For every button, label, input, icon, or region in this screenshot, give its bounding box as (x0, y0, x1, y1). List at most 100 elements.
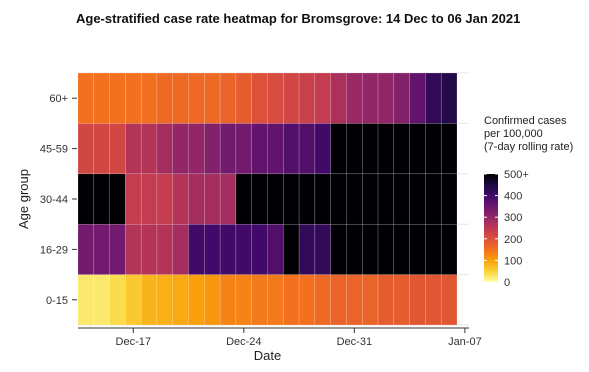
heatmap-cell (219, 72, 237, 124)
heatmap-cell (267, 274, 284, 326)
heatmap-cell (393, 123, 410, 175)
heatmap-cell (283, 274, 300, 326)
heatmap-cell (283, 72, 300, 124)
chart-title: Age-stratified case rate heatmap for Bro… (76, 11, 521, 26)
heatmap-cell (93, 123, 110, 175)
heatmap-cell (409, 274, 426, 326)
heatmap-cell (251, 173, 268, 225)
heatmap-cell (346, 173, 363, 225)
heatmap-cell (251, 223, 268, 275)
heatmap-cell (346, 274, 363, 326)
heatmap-cell (235, 173, 252, 225)
heatmap-cell (425, 274, 442, 326)
heatmap-cell (125, 223, 142, 275)
heatmap-cell (219, 223, 237, 275)
heatmap-cell (409, 123, 426, 175)
heatmap-cell (440, 173, 458, 225)
heatmap-cell (172, 223, 189, 275)
heatmap-cell (204, 173, 221, 225)
heatmap-cell (314, 173, 331, 225)
heatmap-cell (283, 123, 300, 175)
heatmap-cell (77, 223, 95, 275)
legend-tick-label: 300 (504, 212, 522, 224)
heatmap-cell (362, 123, 379, 175)
heatmap-cell (267, 123, 284, 175)
y-tick-label: 30-44 (40, 194, 68, 206)
y-tick-label: 0-15 (46, 295, 68, 307)
heatmap-cell (188, 223, 205, 275)
heatmap-cell (298, 223, 316, 275)
heatmap-cell (440, 123, 458, 175)
legend-title-line: Confirmed cases (484, 115, 567, 127)
heatmap-cell (377, 173, 395, 225)
heatmap-cell (330, 72, 347, 124)
heatmap-cell (172, 274, 189, 326)
heatmap-cell (156, 72, 174, 124)
heatmap-cell (156, 274, 174, 326)
heatmap-cell (425, 173, 442, 225)
heatmap-cell (440, 274, 458, 326)
heatmap-cell (109, 123, 126, 175)
heatmap-cell (156, 173, 174, 225)
heatmap-cell (298, 72, 316, 124)
heatmap-cell (330, 274, 347, 326)
heatmap-cell (188, 72, 205, 124)
heatmap-cell (204, 72, 221, 124)
heatmap-cell (204, 274, 221, 326)
heatmap-cell (125, 123, 142, 175)
heatmap-cell (362, 72, 379, 124)
heatmap-cell (219, 173, 237, 225)
heatmap-cell (172, 173, 189, 225)
legend-tick-label: 0 (504, 277, 510, 289)
heatmap-cell (314, 274, 331, 326)
heatmap-cell (393, 173, 410, 225)
heatmap-cell (362, 274, 379, 326)
heatmap-cell (172, 123, 189, 175)
heatmap-cell (440, 223, 458, 275)
heatmap-cell (298, 274, 316, 326)
heatmap-cell (346, 223, 363, 275)
heatmap-cell (93, 173, 110, 225)
heatmap-cell (314, 123, 331, 175)
heatmap-cell (109, 274, 126, 326)
legend-tick-label: 500+ (504, 169, 529, 181)
heatmap-cell (140, 223, 158, 275)
heatmap-cell (77, 72, 95, 124)
heatmap-cell (425, 72, 442, 124)
heatmap-cell (188, 123, 205, 175)
heatmap-cell (140, 72, 158, 124)
heatmap-cell (125, 274, 142, 326)
heatmap-cell (251, 274, 268, 326)
heatmap-cell (188, 274, 205, 326)
heatmap-cell (393, 223, 410, 275)
heatmap-cell (283, 173, 300, 225)
heatmap-cell (298, 173, 316, 225)
heatmap-cell (314, 72, 331, 124)
heatmap-cell (156, 123, 174, 175)
heatmap-cell (93, 72, 110, 124)
heatmap-cell (125, 72, 142, 124)
legend-title-line: per 100,000 (484, 128, 543, 140)
heatmap-cell (346, 72, 363, 124)
heatmap-cell (330, 223, 347, 275)
legend-color-bar (484, 174, 498, 282)
heatmap-cell (109, 173, 126, 225)
heatmap-cell (188, 173, 205, 225)
heatmap-cell (204, 123, 221, 175)
heatmap-cell (140, 123, 158, 175)
heatmap-cell (346, 123, 363, 175)
heatmap-cell (267, 223, 284, 275)
y-tick-label: 45-59 (40, 144, 68, 156)
heatmap-cell (330, 123, 347, 175)
heatmap-cell (235, 72, 252, 124)
legend-tick-label: 400 (504, 191, 522, 203)
heatmap-cell (377, 123, 395, 175)
y-tick-label: 16-29 (40, 244, 68, 256)
heatmap-cell (172, 72, 189, 124)
heatmap-cell (377, 72, 395, 124)
heatmap-cell (93, 274, 110, 326)
heatmap-cell (109, 72, 126, 124)
heatmap-cell (235, 223, 252, 275)
heatmap-cell (77, 274, 95, 326)
